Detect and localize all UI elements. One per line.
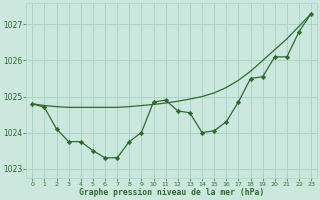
X-axis label: Graphe pression niveau de la mer (hPa): Graphe pression niveau de la mer (hPa)	[79, 188, 264, 197]
